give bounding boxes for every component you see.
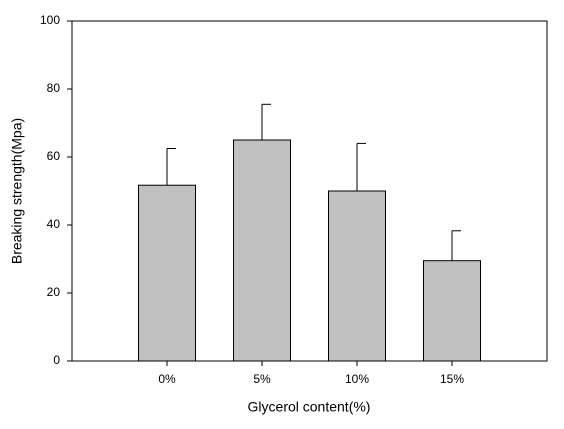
- x-tick-label: 0%: [158, 372, 176, 386]
- x-axis-title: Glycerol content(%): [248, 399, 371, 415]
- y-tick-label: 80: [47, 81, 61, 95]
- plot-frame: [71, 20, 548, 362]
- bar: [328, 190, 386, 362]
- y-tick-label: 40: [47, 217, 61, 231]
- y-tick-label: 60: [47, 149, 61, 163]
- x-tick-label: 5%: [253, 372, 271, 386]
- bar: [423, 260, 481, 362]
- bar: [138, 184, 196, 362]
- y-tick-label: 100: [40, 13, 60, 27]
- y-tick-label: 0: [53, 353, 60, 367]
- bar: [233, 139, 291, 362]
- x-tick-label: 15%: [440, 372, 464, 386]
- y-tick-label: 20: [47, 285, 61, 299]
- y-axis-title: Breaking strength(Mpa): [9, 118, 25, 264]
- x-tick-label: 10%: [345, 372, 369, 386]
